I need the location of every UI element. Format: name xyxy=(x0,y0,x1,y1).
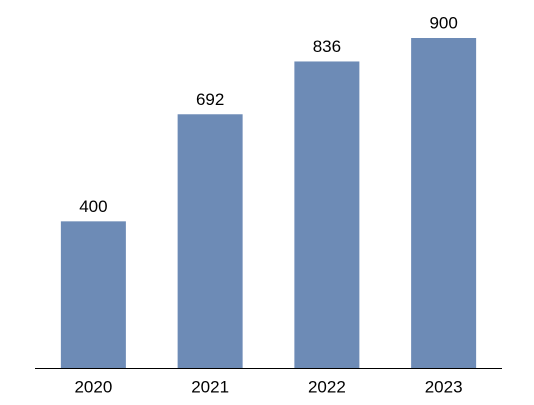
value-label: 836 xyxy=(313,37,341,56)
bar xyxy=(177,114,243,369)
x-tick-label: 2023 xyxy=(425,377,463,396)
bar xyxy=(294,61,360,368)
x-tick-label: 2021 xyxy=(191,377,229,396)
value-label: 692 xyxy=(196,90,224,109)
x-tick-label: 2020 xyxy=(74,377,112,396)
value-label: 400 xyxy=(79,197,107,216)
value-label: 900 xyxy=(429,13,457,32)
x-tick-label: 2022 xyxy=(308,377,346,396)
bar xyxy=(60,221,126,368)
bar xyxy=(411,38,477,368)
